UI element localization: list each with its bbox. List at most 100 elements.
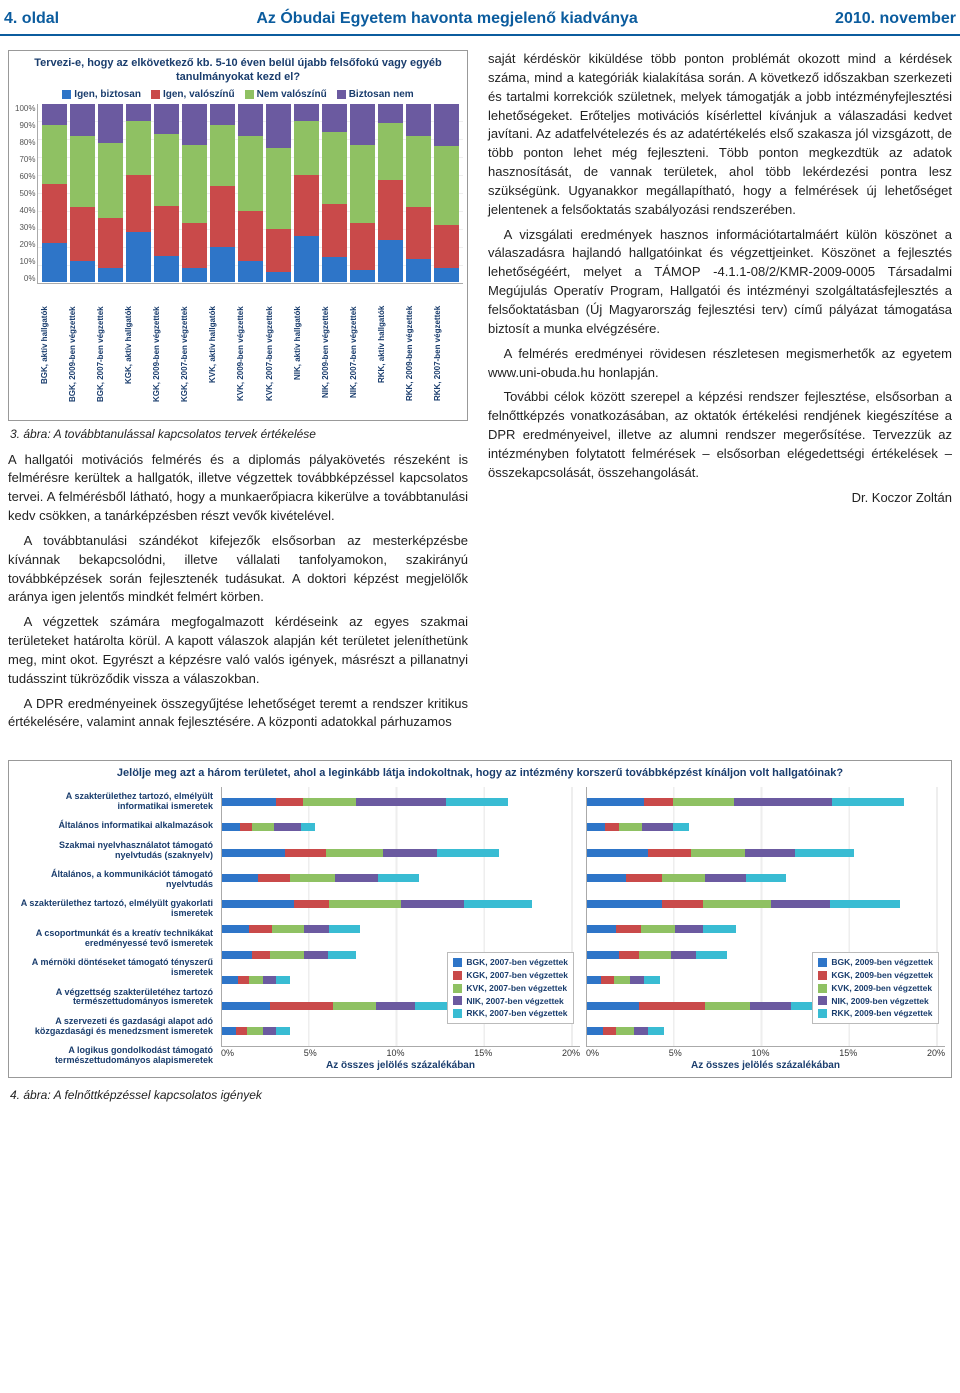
x-tick: 0%	[586, 1048, 599, 1058]
chart4-segment	[750, 1002, 791, 1010]
legend-label: RKK, 2007-ben végzettek	[466, 1007, 567, 1020]
chart4-panel2: BGK, 2009-ben végzettekKGK, 2009-ben vég…	[586, 787, 945, 1047]
chart4-panel2-xtitle: Az összes jelölés százalékában	[586, 1058, 945, 1071]
y-tick: 40%	[15, 206, 35, 215]
chart4-segment	[619, 951, 639, 959]
chart4-segment	[222, 900, 294, 908]
chart4-panel1-legend: BGK, 2007-ben végzettekKGK, 2007-ben vég…	[447, 952, 574, 1024]
chart4-segment	[745, 849, 795, 857]
chart4-row	[587, 791, 945, 813]
bar-segment	[406, 259, 431, 282]
chart4-segment	[639, 1002, 705, 1010]
chart4-segment	[601, 976, 614, 984]
author-name: Dr. Koczor Zoltán	[488, 489, 952, 508]
chart4-segment	[274, 823, 301, 831]
paragraph: A továbbtanulási szándékot kifejezők els…	[8, 532, 468, 607]
chart4-segment	[290, 874, 335, 882]
bar-segment	[322, 132, 347, 204]
chart4-segment	[222, 925, 249, 933]
chart4-segment	[263, 1027, 276, 1035]
chart4-segment	[249, 976, 263, 984]
chart4-row	[222, 791, 580, 813]
chart4-panel2-legend: BGK, 2009-ben végzettekKGK, 2009-ben vég…	[812, 952, 939, 1024]
chart4-segment	[616, 925, 641, 933]
chart4-segment	[249, 925, 272, 933]
chart4-segment	[383, 849, 437, 857]
bar-segment	[434, 146, 459, 225]
chart4-segment	[634, 1027, 648, 1035]
bar-column	[350, 104, 375, 283]
chart4-segment	[304, 925, 329, 933]
chart4-panel1: BGK, 2007-ben végzettekKGK, 2007-ben vég…	[221, 787, 580, 1047]
bar-segment	[154, 206, 179, 256]
chart3-x-labels: BGK, aktív hallgatókBGK, 2009-ben végzet…	[13, 304, 463, 416]
chart4-row-label: A szakterülethez tartozó, elmélyült gyak…	[15, 898, 215, 920]
chart4-panel2-xaxis: 0%5%10%15%20%	[586, 1047, 945, 1058]
chart4-segment	[236, 1027, 247, 1035]
y-tick: 20%	[15, 240, 35, 249]
chart4-row-label: A logikus gondolkodást támogató természe…	[15, 1045, 215, 1067]
y-tick: 50%	[15, 189, 35, 198]
bar-segment	[238, 136, 263, 211]
bar-column	[98, 104, 123, 283]
chart4-bar	[587, 798, 945, 806]
chart4-segment	[304, 951, 327, 959]
chart4-row	[222, 868, 580, 890]
chart4-segment	[691, 849, 745, 857]
chart4-segment	[222, 874, 258, 882]
bar-segment	[210, 104, 235, 125]
bar-segment	[294, 121, 319, 175]
bar-segment	[238, 211, 263, 261]
bar-column	[294, 104, 319, 283]
bar-segment	[98, 143, 123, 218]
bar-segment	[406, 207, 431, 259]
left-column-text: A hallgatói motivációs felmérés és a dip…	[8, 451, 468, 733]
bar-segment	[70, 136, 95, 208]
legend-item: KGK, 2009-ben végzettek	[818, 969, 933, 982]
legend-swatch	[151, 90, 160, 99]
bar-segment	[210, 186, 235, 247]
x-tick: 15%	[474, 1048, 492, 1058]
chart4-segment	[326, 849, 383, 857]
x-tick: 10%	[751, 1048, 769, 1058]
chart4-segment	[639, 951, 671, 959]
x-label: KVK, 2009-ben végzettek	[237, 306, 262, 416]
legend-label: NIK, 2007-ben végzettek	[466, 995, 563, 1008]
x-label: BGK, 2007-ben végzettek	[97, 306, 122, 416]
chart4-bar	[222, 849, 580, 857]
x-tick: 15%	[839, 1048, 857, 1058]
y-tick: 30%	[15, 223, 35, 232]
bar-segment	[42, 184, 67, 243]
chart4-segment	[648, 1027, 664, 1035]
chart4-body: A szakterülethez tartozó, elmélyült info…	[15, 787, 945, 1071]
bar-segment	[378, 240, 403, 283]
bar-column	[154, 104, 179, 283]
paragraph: A hallgatói motivációs felmérés és a dip…	[8, 451, 468, 526]
bar-column	[434, 104, 459, 283]
chart4-segment	[605, 823, 619, 831]
chart4-panel1-xtitle: Az összes jelölés százalékában	[221, 1058, 580, 1071]
chart4-segment	[270, 1002, 333, 1010]
legend-item: KVK, 2007-ben végzettek	[453, 982, 568, 995]
bar-segment	[70, 261, 95, 282]
chart4-segment	[587, 925, 616, 933]
legend-label: KGK, 2009-ben végzettek	[831, 969, 933, 982]
x-tick: 5%	[304, 1048, 317, 1058]
chart4-segment	[294, 900, 330, 908]
y-tick: 90%	[15, 121, 35, 130]
x-label: BGK, aktív hallgatók	[41, 306, 66, 416]
bar-segment	[42, 125, 67, 184]
issue-date: 2010. november	[835, 10, 956, 28]
chart4-segment	[329, 925, 359, 933]
chart4-row	[222, 919, 580, 941]
legend-label: Igen, biztosan	[74, 89, 141, 100]
page-header: 4. oldal Az Óbudai Egyetem havonta megje…	[0, 0, 960, 36]
bar-segment	[266, 148, 291, 229]
bar-segment	[42, 104, 67, 125]
paragraph: A vizsgálati eredmények hasznos informác…	[488, 226, 952, 339]
chart4-segment	[301, 823, 315, 831]
legend-label: RKK, 2009-ben végzettek	[831, 1007, 932, 1020]
legend-item: KGK, 2007-ben végzettek	[453, 969, 568, 982]
bar-segment	[154, 104, 179, 134]
legend-item: RKK, 2009-ben végzettek	[818, 1007, 933, 1020]
